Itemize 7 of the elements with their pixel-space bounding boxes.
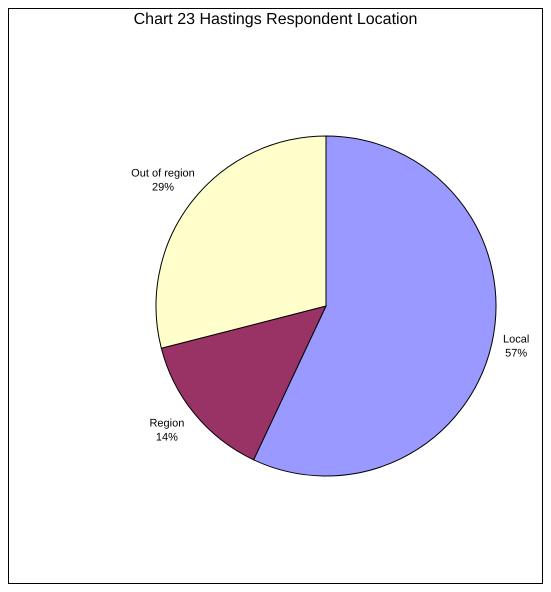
slice-label: Local	[503, 334, 530, 346]
data-label: 14%	[156, 431, 178, 444]
slice-label: Out of region	[131, 167, 195, 180]
chart-title: Chart 23 Hastings Respondent Location	[132, 10, 418, 30]
data-label: 57%	[505, 348, 528, 360]
slice-label: Region	[149, 417, 184, 430]
data-label: 29%	[152, 181, 174, 194]
